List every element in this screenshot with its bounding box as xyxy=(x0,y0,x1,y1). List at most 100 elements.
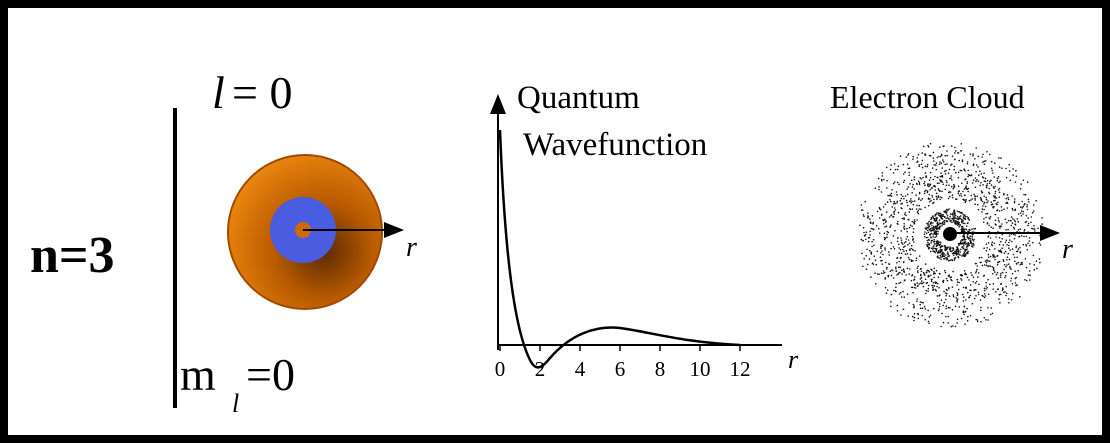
cloud-dot xyxy=(878,188,880,191)
cloud-dot xyxy=(900,203,902,205)
cloud-dot xyxy=(927,320,930,323)
cloud-dot xyxy=(1001,223,1003,225)
cloud-dot xyxy=(971,238,974,240)
cloud-dot xyxy=(959,254,961,256)
cloud-dot xyxy=(949,177,951,180)
cloud-dot xyxy=(964,249,966,251)
cloud-dot xyxy=(958,211,960,213)
cloud-dot xyxy=(980,198,982,200)
cloud-dot xyxy=(954,325,957,328)
cloud-dot xyxy=(886,187,888,189)
cloud-dot xyxy=(971,274,973,277)
cloud-dot xyxy=(937,232,939,235)
cloud-dot xyxy=(928,193,931,196)
cloud-dot xyxy=(970,199,972,201)
cloud-dot xyxy=(892,235,895,237)
cloud-dot xyxy=(1012,174,1014,176)
cloud-dot xyxy=(977,155,980,158)
cloud-dot xyxy=(875,225,878,227)
cloud-dot xyxy=(953,259,956,261)
cloud-dot xyxy=(1021,263,1023,265)
cloud-dot xyxy=(870,227,872,230)
cloud-dot xyxy=(940,325,942,328)
cloud-dot xyxy=(962,198,964,201)
cloud-dot xyxy=(912,303,915,306)
cloud-dot xyxy=(975,147,977,149)
cloud-dot xyxy=(1002,259,1005,261)
cloud-dot xyxy=(1016,263,1018,265)
cloud-dot xyxy=(970,272,972,274)
cloud-dot xyxy=(927,241,929,244)
cloud-dot xyxy=(951,163,953,165)
cloud-dot xyxy=(902,173,905,175)
cloud-dot xyxy=(937,255,939,257)
cloud-dot xyxy=(898,293,901,295)
cloud-dot xyxy=(963,230,965,232)
cloud-dot xyxy=(967,169,969,172)
cloud-dot xyxy=(960,169,963,172)
cloud-dot xyxy=(956,210,959,213)
cloud-dot xyxy=(978,256,981,259)
cloud-dot xyxy=(981,200,984,203)
cloud-dot xyxy=(897,220,899,223)
cloud-dot xyxy=(902,246,905,248)
cloud-dot xyxy=(909,268,911,270)
cloud-dot xyxy=(900,207,902,209)
cloud-dot xyxy=(923,273,925,275)
cloud-dot xyxy=(1008,163,1010,166)
cloud-dot xyxy=(940,256,942,258)
cloud-dot xyxy=(994,199,996,202)
cloud-dot xyxy=(881,250,883,252)
cloud-dot xyxy=(880,272,883,275)
cloud-dot xyxy=(999,227,1001,229)
cloud-dot xyxy=(1033,225,1035,227)
cloud-dot xyxy=(1012,168,1014,170)
cloud-dot xyxy=(944,210,946,213)
cloud-dot xyxy=(1014,234,1016,236)
cloud-dot xyxy=(899,248,902,251)
cloud-dot xyxy=(999,274,1002,277)
cloud-dot xyxy=(977,208,980,211)
cloud-dot xyxy=(983,296,986,299)
cloud-dot xyxy=(939,146,941,148)
cloud-dot xyxy=(1017,220,1019,223)
cloud-dot xyxy=(916,300,918,303)
cloud-dot xyxy=(960,273,963,276)
cloud-dot xyxy=(985,213,987,215)
cloud-dot xyxy=(975,180,977,182)
cloud-dot xyxy=(893,248,896,250)
cloud-dot xyxy=(908,218,910,221)
cloud-dot xyxy=(988,217,990,219)
cloud-dot xyxy=(999,276,1002,279)
cloud-dot xyxy=(1024,258,1027,260)
cloud-dot xyxy=(960,277,962,280)
cloud-dot xyxy=(932,273,935,275)
cloud-dot xyxy=(894,168,897,171)
cloud-dot xyxy=(1023,235,1025,238)
cloud-dot xyxy=(942,281,945,284)
cloud-dot xyxy=(968,297,970,299)
cloud-dot xyxy=(886,289,889,291)
cloud-dot xyxy=(987,200,989,202)
cloud-dot xyxy=(1005,239,1008,241)
cloud-dot xyxy=(912,200,914,203)
cloud-dot xyxy=(960,215,962,217)
cloud-dot xyxy=(928,247,931,249)
cloud-dot xyxy=(1017,229,1020,231)
cloud-dot xyxy=(924,231,926,233)
cloud-dot xyxy=(937,196,940,198)
cloud-dot xyxy=(937,221,939,223)
cloud-dot xyxy=(934,272,936,275)
cloud-dot xyxy=(966,182,969,185)
cloud-dot xyxy=(956,318,959,321)
cloud-dot xyxy=(888,251,890,253)
cloud-dot xyxy=(985,184,988,187)
cloud-dot xyxy=(910,244,913,247)
cloud-dot xyxy=(933,276,935,279)
cloud-dot xyxy=(964,323,966,326)
cloud-dot xyxy=(930,280,933,283)
cloud-dot xyxy=(917,153,920,156)
cloud-dot xyxy=(964,255,967,257)
cloud-dot xyxy=(965,287,967,290)
cloud-dot xyxy=(1007,228,1009,231)
